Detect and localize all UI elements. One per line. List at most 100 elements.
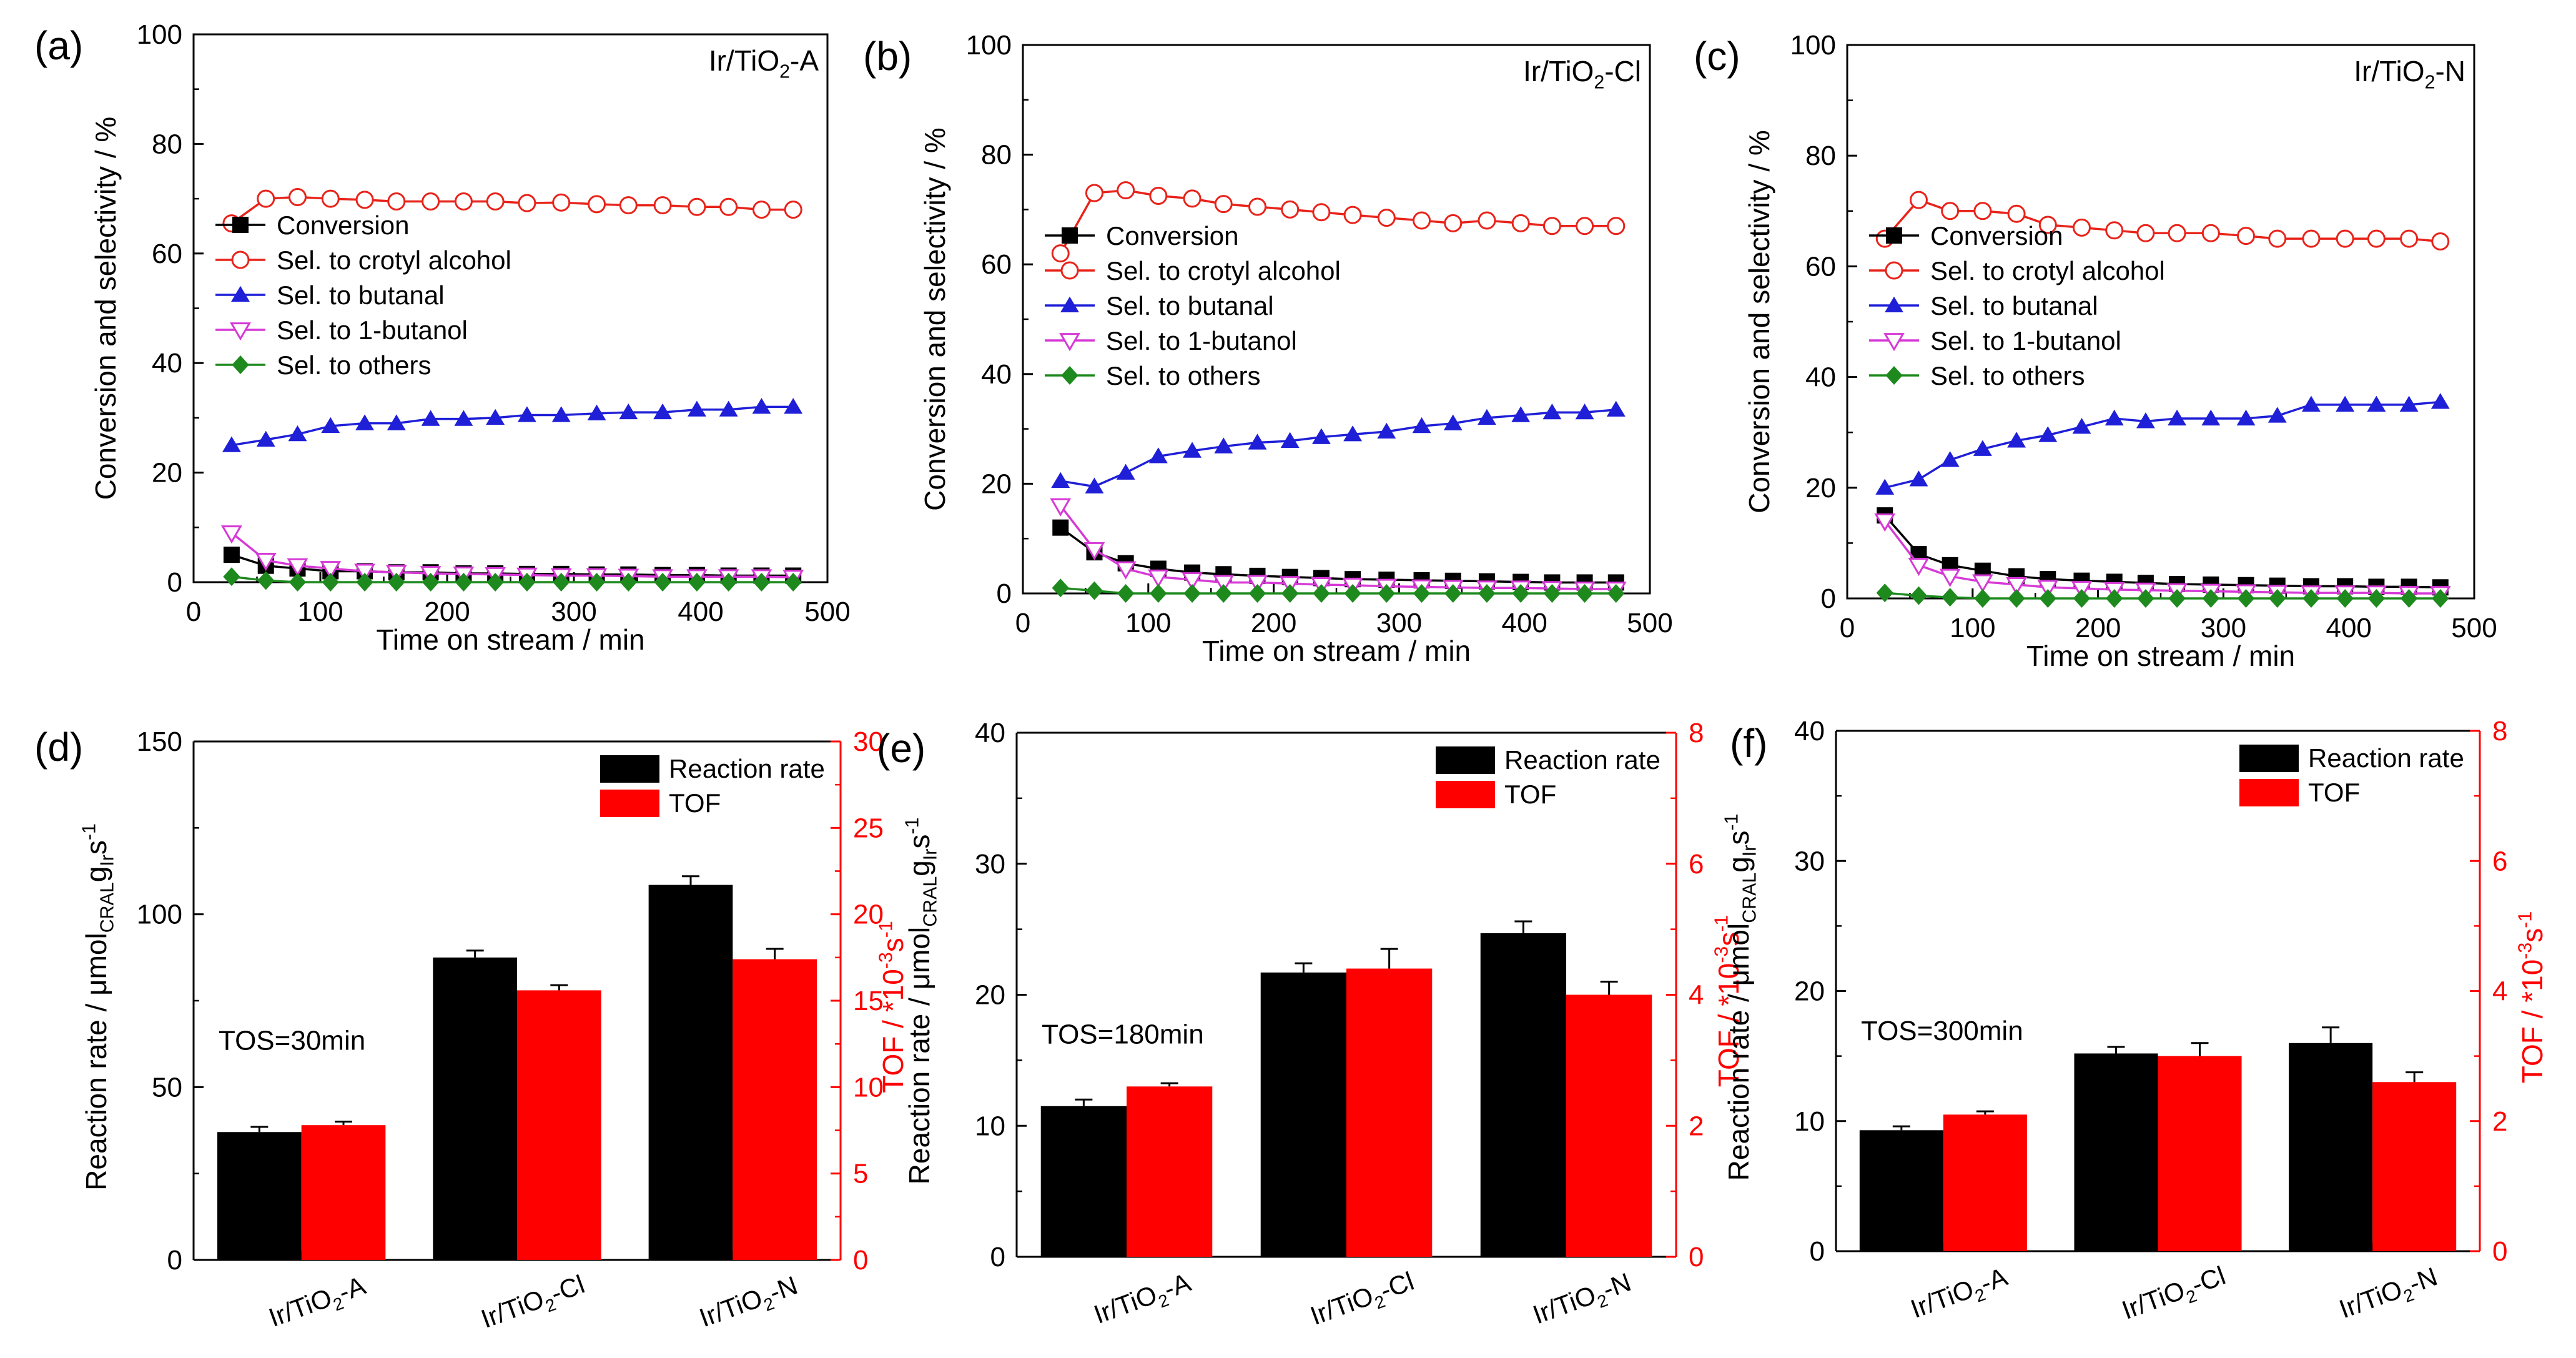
legend-entry: TOF (1504, 780, 1556, 809)
marker-triangle (222, 436, 241, 452)
category-label: Ir/TiO2-N (1529, 1267, 1636, 1334)
y-tick-label: 100 (137, 19, 182, 50)
marker-diamond (289, 573, 307, 592)
marker-triangle-down (354, 563, 375, 582)
marker-diamond (1061, 366, 1078, 385)
marker-diamond (1576, 584, 1594, 603)
left-y-axis-label-part: Ir (920, 849, 941, 861)
marker-diamond (518, 573, 536, 592)
right-y-tick-label: 30 (853, 726, 884, 757)
series-line (1883, 514, 2440, 589)
marker-diamond (1183, 584, 1201, 603)
marker-triangle-down (1083, 542, 1105, 561)
panel-label: (b) (863, 34, 912, 79)
marker-diamond (322, 573, 339, 592)
right-y-axis-label-part: s (2516, 928, 2549, 943)
marker-circle (619, 196, 638, 215)
marker-diamond (2008, 589, 2025, 608)
marker-diamond (2073, 589, 2091, 608)
marker-triangle (784, 398, 803, 414)
marker-triangle (2136, 412, 2155, 429)
marker-circle (2038, 216, 2057, 234)
marker-triangle (387, 414, 406, 430)
marker-triangle-down (230, 322, 251, 341)
marker-circle (653, 196, 672, 215)
marker-diamond (1413, 584, 1431, 603)
legend-entry: Sel. to butanal (1930, 291, 2098, 320)
marker-triangle (1280, 432, 1300, 448)
category-label-part: Ir/TiO (1090, 1279, 1160, 1329)
marker-circle (1413, 211, 1431, 230)
marker-diamond (1215, 584, 1232, 603)
marker-diamond (1885, 366, 1903, 385)
marker-diamond (2202, 589, 2219, 608)
marker-triangle-down (1147, 569, 1169, 588)
y-tick-label: 80 (1805, 141, 1836, 171)
marker-circle (1377, 209, 1396, 227)
right-y-axis-label-part: -1 (876, 921, 897, 938)
marker-triangle (1606, 400, 1626, 417)
category-label: Ir/TiO2-Cl (477, 1269, 590, 1338)
legend-entry: Sel. to 1-butanol (277, 315, 468, 345)
marker-triangle (551, 406, 571, 422)
tos-annotation: TOS=180min (1042, 1019, 1204, 1050)
left-y-axis-label: Reaction rate / μmolCRALgIrs-1 (902, 818, 941, 1185)
catalyst-label-part: Ir/TiO (1523, 55, 1594, 87)
marker-triangle (1148, 447, 1168, 463)
category-label-part: Ir/TiO (2118, 1275, 2188, 1325)
legend-swatch (1436, 746, 1495, 774)
right-y-axis-label-part: TOF / *10 (877, 969, 909, 1093)
y-tick-label: 40 (981, 359, 1012, 390)
series-line (231, 405, 794, 447)
bar-panel-f: 0 10 20 30 40 0 2 4 6 8 Ir/TiO2-A Ir/TiO2-Cl Ir/TiO2… (1722, 716, 2549, 1325)
marker-triangle-down (1971, 574, 1993, 593)
marker-triangle-down (1182, 572, 1203, 591)
y-tick-label: 60 (1805, 251, 1836, 282)
x-tick-label: 500 (2451, 613, 2497, 643)
marker-triangle (517, 406, 536, 422)
marker-diamond (1512, 584, 1529, 603)
marker-circle (288, 187, 307, 206)
marker-circle (1576, 217, 1594, 235)
marker-circle (387, 192, 406, 211)
left-y-tick-label: 20 (975, 980, 1005, 1011)
marker-circle (552, 193, 571, 212)
catalyst-label-part: -A (790, 44, 819, 77)
legend-entry: Sel. to crotyl alcohol (1106, 256, 1341, 285)
series-sel-to-others (1052, 578, 1625, 603)
y-tick-label: 60 (152, 239, 182, 269)
category-label: Ir/TiO2-N (696, 1270, 803, 1337)
series-sel-to-crotyl-alcohol (222, 187, 802, 233)
marker-triangle (2072, 418, 2091, 434)
left-y-tick-label: 100 (137, 900, 182, 930)
bar-tof (517, 990, 601, 1260)
marker-triangle (653, 403, 673, 420)
left-y-tick-label: 10 (975, 1111, 1005, 1141)
marker-triangle (1116, 463, 1135, 480)
marker-triangle (1060, 296, 1079, 313)
right-y-axis-label-part: s (877, 938, 909, 952)
right-y-tick-label: 2 (1689, 1111, 1704, 1141)
y-axis-label: Conversion and selectivity / % (1743, 130, 1775, 513)
marker-circle (2237, 227, 2256, 245)
marker-triangle (1575, 403, 1594, 420)
marker-circle (2367, 229, 2386, 248)
legend-entry: Reaction rate (1504, 745, 1661, 775)
marker-triangle (2268, 407, 2287, 423)
marker-triangle-down (2037, 580, 2059, 598)
series-line (1884, 400, 2440, 489)
marker-triangle (587, 404, 606, 420)
marker-triangle (2168, 409, 2187, 426)
right-y-tick-label: 20 (853, 900, 884, 930)
category-label-part: Ir/TiO (1907, 1274, 1977, 1324)
left-y-tick-label: 30 (975, 849, 1005, 880)
x-tick-label: 0 (186, 597, 201, 627)
left-y-tick-label: 0 (990, 1242, 1005, 1272)
legend-entry: Sel. to others (1106, 361, 1260, 390)
marker-triangle-down (320, 561, 342, 580)
left-y-axis-label-part: g (80, 866, 112, 883)
marker-triangle (1183, 442, 1202, 458)
panel-label: (f) (1730, 721, 1767, 766)
marker-triangle-down (1908, 557, 1930, 577)
x-tick-label: 0 (1840, 613, 1855, 643)
